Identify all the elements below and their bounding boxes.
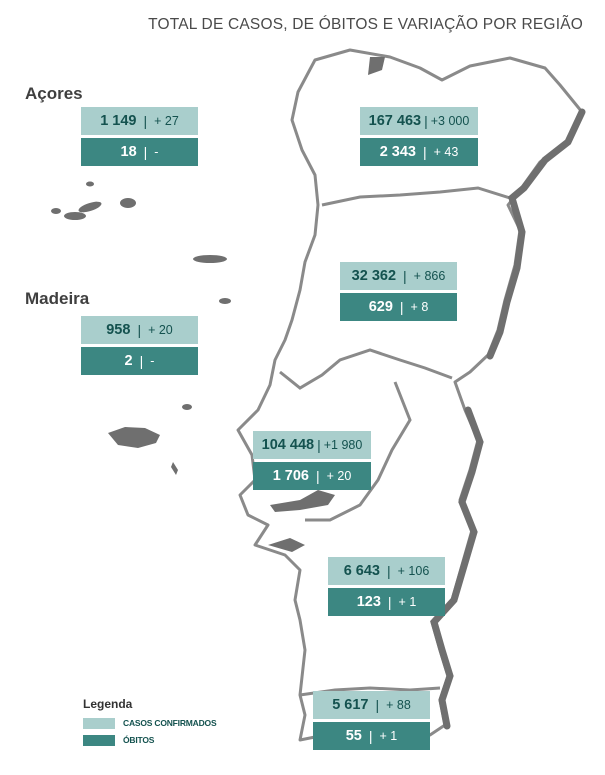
border-norte-centro	[321, 186, 511, 207]
legend-label-cases: CASOS CONFIRMADOS	[123, 718, 217, 728]
alentejo-deaths-box: 123 | + 1	[328, 588, 445, 616]
madeira-cases-change: + 20	[148, 323, 173, 337]
lvt-deaths-value: 1 706	[272, 468, 309, 484]
coast-shade-east	[486, 108, 586, 360]
lvt-cases-change: +1 980	[323, 438, 363, 452]
algarve-cases-box: 5 617 | + 88	[313, 691, 430, 719]
alentejo-deaths-change: + 1	[398, 595, 417, 609]
legend-swatch-cases	[83, 717, 115, 729]
azores-islands	[51, 181, 231, 304]
acores-cases-change: + 27	[154, 114, 179, 128]
norte-cases-change: +3 000	[430, 114, 470, 128]
lisbon-estuary	[270, 490, 335, 512]
algarve-cases-change: + 88	[386, 698, 411, 712]
madeira-islands	[108, 404, 192, 475]
madeira-deaths-change: -	[150, 354, 155, 368]
border-centro-lvt	[279, 348, 453, 390]
acores-deaths-value: 18	[120, 144, 137, 160]
coast-shade-north	[368, 57, 385, 75]
acores-cases-value: 1 149	[100, 113, 137, 129]
lvt-deaths-box: 1 706 | + 20	[253, 462, 371, 490]
label-madeira: Madeira	[25, 289, 90, 308]
coast-shade-south-east	[430, 406, 484, 730]
alentejo-cases-change: + 106	[397, 564, 430, 578]
madeira-deaths-value: 2	[124, 353, 133, 369]
madeira-deaths-box: 2 | -	[81, 347, 198, 375]
norte-cases-box: 167 463 | +3 000	[360, 107, 478, 135]
label-azores: Açores	[25, 84, 83, 103]
map-title: TOTAL DE CASOS, DE ÓBITOS E VARIAÇÃO POR…	[148, 16, 583, 33]
madeira-cases-box: 958 | + 20	[81, 316, 198, 344]
legend-item-cases: CASOS CONFIRMADOS	[83, 715, 217, 731]
algarve-deaths-change: + 1	[379, 729, 398, 743]
norte-cases-value: 167 463	[368, 113, 422, 129]
algarve-deaths-box: 55 | + 1	[313, 722, 430, 750]
acores-deaths-box: 18 | -	[81, 138, 198, 166]
centro-deaths-box: 629 | + 8	[340, 293, 457, 321]
centro-cases-value: 32 362	[351, 268, 397, 284]
legend-label-deaths: ÓBITOS	[123, 735, 155, 745]
legend-item-deaths: ÓBITOS	[83, 732, 216, 748]
centro-cases-box: 32 362 | + 866	[340, 262, 457, 290]
legend-swatch-deaths	[83, 734, 115, 746]
lvt-cases-box: 104 448 | +1 980	[253, 431, 371, 459]
border-lvt-alentejo	[305, 381, 412, 522]
centro-deaths-value: 629	[368, 299, 393, 315]
alentejo-cases-box: 6 643 | + 106	[328, 557, 445, 585]
acores-cases-box: 1 149 | + 27	[81, 107, 198, 135]
algarve-cases-value: 5 617	[332, 697, 369, 713]
centro-deaths-change: + 8	[410, 300, 429, 314]
alentejo-cases-value: 6 643	[343, 563, 380, 579]
norte-deaths-change: + 43	[433, 145, 459, 159]
lvt-cases-value: 104 448	[261, 437, 315, 453]
norte-deaths-box: 2 343 | + 43	[360, 138, 478, 166]
legend: Legenda CASOS CONFIRMADOS ÓBITOS	[83, 697, 217, 749]
lvt-deaths-change: + 20	[326, 469, 352, 483]
setubal-estuary	[268, 538, 305, 552]
norte-deaths-value: 2 343	[379, 144, 416, 160]
algarve-deaths-value: 55	[345, 728, 362, 744]
acores-deaths-change: -	[154, 145, 159, 159]
centro-cases-change: + 866	[413, 269, 446, 283]
legend-title: Legenda	[83, 697, 133, 711]
madeira-cases-value: 958	[106, 322, 131, 338]
alentejo-deaths-value: 123	[356, 594, 381, 610]
